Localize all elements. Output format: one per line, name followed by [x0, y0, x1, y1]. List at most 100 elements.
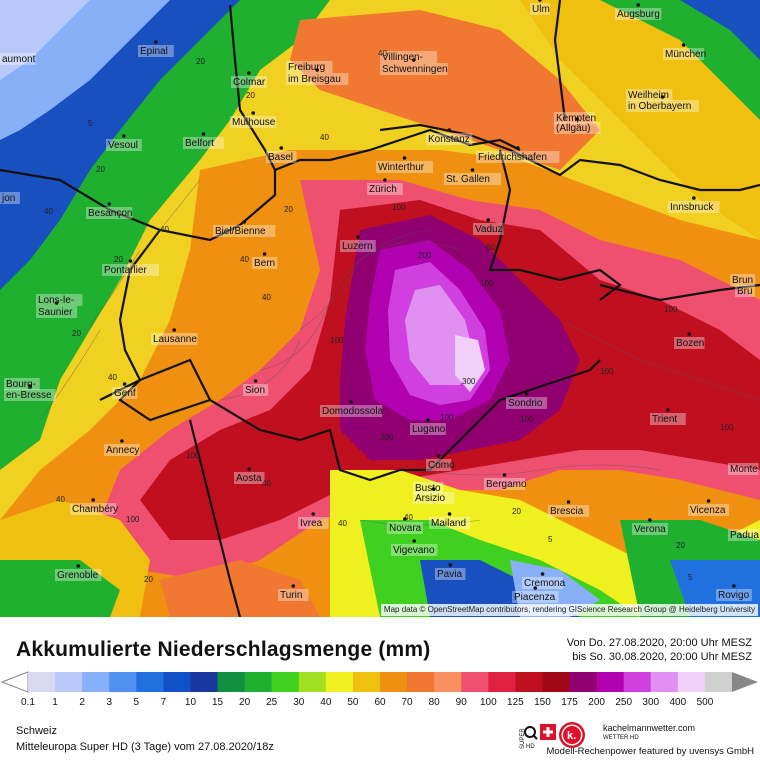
city-marker: [538, 0, 542, 2]
city-label[interactable]: Villingen-: [382, 52, 423, 63]
city-label[interactable]: Saunier: [38, 307, 73, 318]
city-label[interactable]: Vesoul: [108, 140, 138, 151]
city-marker: [76, 564, 80, 568]
city-label[interactable]: Turin: [280, 590, 302, 601]
city-label[interactable]: Cremona: [524, 578, 566, 589]
city-marker: [486, 218, 491, 222]
city-label[interactable]: Friedrichshafen: [478, 152, 547, 163]
city-label[interactable]: jon: [1, 193, 15, 204]
city-label[interactable]: en-Bresse: [6, 390, 52, 401]
city-label[interactable]: Bergamo: [486, 479, 527, 490]
city-label[interactable]: Besançon: [88, 208, 132, 219]
city-label[interactable]: Lons-le-: [38, 295, 74, 306]
city-label[interactable]: St. Gallen: [446, 174, 490, 185]
city-label[interactable]: Padua: [730, 530, 759, 541]
city-label[interactable]: Sion: [245, 385, 265, 396]
city-label[interactable]: Vicenza: [690, 505, 726, 516]
city-label[interactable]: Innsbruck: [670, 202, 714, 213]
kachelmann-logo-icon[interactable]: k.: [559, 722, 585, 748]
city-label[interactable]: Schwenningen: [382, 64, 448, 75]
city-label[interactable]: im Breisgau: [288, 74, 341, 85]
city-label[interactable]: Augsburg: [617, 9, 660, 20]
city-label[interactable]: Luzern: [342, 241, 373, 252]
city-label[interactable]: (Allgäu): [556, 123, 590, 134]
city-label-background: [429, 517, 471, 529]
contour-value: 40: [160, 225, 169, 234]
city-label-background: [615, 8, 662, 20]
city-label[interactable]: Trient: [652, 414, 677, 425]
legend-tick-label: 100: [479, 697, 497, 708]
contour-value: 20: [512, 507, 521, 516]
city-label[interactable]: Biel/Bienne: [215, 226, 266, 237]
city-label-background: [548, 505, 590, 517]
city-label[interactable]: Epinal: [140, 46, 168, 57]
legend-tick-label: 7: [160, 697, 167, 708]
city-label[interactable]: Busto: [415, 483, 441, 494]
city-label[interactable]: Brescia: [550, 506, 584, 517]
city-label[interactable]: Bru: [737, 286, 753, 297]
city-label[interactable]: Vaduz: [475, 224, 503, 235]
city-label[interactable]: Novara: [389, 523, 422, 534]
city-label[interactable]: Genf: [114, 388, 136, 399]
city-label[interactable]: Lausanne: [153, 334, 197, 345]
city-label-background: [444, 173, 501, 185]
city-label[interactable]: Bourg-: [6, 379, 36, 390]
city-label[interactable]: Annecy: [106, 445, 139, 456]
city-label[interactable]: Mulhouse: [232, 117, 276, 128]
legend-tick-label: 5: [133, 697, 140, 708]
legend-tick-label: 1: [52, 697, 58, 708]
city-label-background: [663, 48, 705, 60]
city-label[interactable]: Aosta: [236, 473, 262, 484]
city-label[interactable]: Brun: [732, 275, 753, 286]
city-label[interactable]: Bozen: [676, 338, 704, 349]
legend-tick-label: 500: [696, 697, 714, 708]
legend-tick-label: 30: [293, 697, 305, 708]
city-marker: [311, 512, 316, 516]
city-label[interactable]: Vigevano: [393, 545, 435, 556]
city-marker: [692, 196, 696, 200]
city-label[interactable]: Piacenza: [514, 592, 556, 603]
contour-value: 20: [196, 57, 205, 66]
city-label[interactable]: Pavia: [437, 569, 462, 580]
city-label[interactable]: Weilheim: [628, 90, 669, 101]
city-label[interactable]: Pontarlier: [104, 265, 147, 276]
city-label[interactable]: aumont: [2, 54, 36, 65]
city-label[interactable]: Ivrea: [300, 518, 323, 529]
city-label[interactable]: Freiburg: [288, 62, 325, 73]
contour-value: 20: [144, 575, 153, 584]
city-label[interactable]: München: [665, 49, 706, 60]
city-label-background: [522, 577, 564, 589]
city-marker: [262, 252, 267, 256]
brand[interactable]: kachelmannwetter.com WETTER HD: [603, 723, 695, 743]
contour-value: 40: [262, 293, 271, 302]
city-label[interactable]: Lugano: [412, 424, 446, 435]
city-label[interactable]: Chambéry: [72, 504, 118, 515]
city-label[interactable]: Como: [428, 460, 455, 471]
map-attribution[interactable]: Map data © OpenStreetMap contributors, r…: [380, 604, 758, 616]
city-label[interactable]: Verona: [634, 524, 666, 535]
city-label[interactable]: Basel: [268, 152, 293, 163]
city-label[interactable]: Bern: [254, 258, 275, 269]
city-label[interactable]: Ulm: [532, 4, 550, 15]
city-label[interactable]: Belfort: [185, 138, 214, 149]
city-label[interactable]: Grenoble: [57, 570, 99, 581]
city-label[interactable]: Mailand: [431, 518, 466, 529]
city-label[interactable]: Konstanz: [428, 134, 470, 145]
region-name: Schweiz: [16, 725, 57, 737]
city-label[interactable]: Winterthur: [378, 162, 425, 173]
city-label-background: [728, 529, 759, 541]
precipitation-map[interactable]: Ulm Augsburg Epinal Villingen- Schwenningen F…: [0, 0, 760, 617]
city-label[interactable]: in Oberbayern: [628, 101, 691, 112]
city-label[interactable]: Sondrio: [508, 398, 543, 409]
city-label[interactable]: Arsizio: [415, 493, 445, 504]
city-label[interactable]: Colmar: [233, 77, 266, 88]
legend-swatch: [244, 672, 273, 692]
city-marker: [648, 518, 652, 522]
city-label[interactable]: Rovigo: [718, 590, 750, 601]
city-label[interactable]: Domodossola: [322, 406, 384, 417]
city-label[interactable]: Zürich: [369, 184, 397, 195]
city-label-background: [688, 504, 730, 516]
city-label[interactable]: Monte: [730, 464, 758, 475]
contour-value: 60: [486, 243, 495, 252]
contour-value: 40: [338, 519, 347, 528]
